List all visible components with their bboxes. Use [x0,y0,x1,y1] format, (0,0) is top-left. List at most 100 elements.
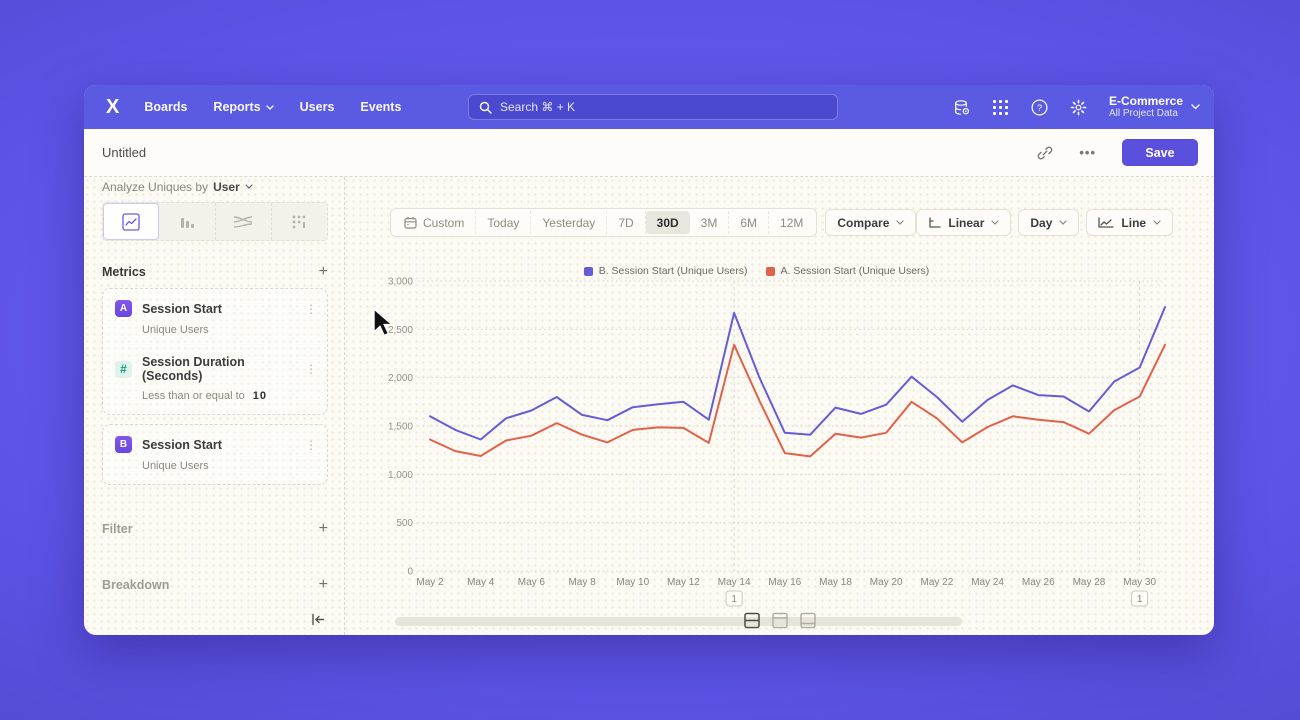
chart-panel: Custom Today Yesterday 7D 30D 3M 6M 12M … [345,177,1214,635]
range-30d[interactable]: 30D [646,211,690,234]
project-subtitle: All Project Data [1109,108,1183,120]
body: Analyze Uniques by User [84,177,1214,635]
kebab-menu-icon[interactable]: ⋮ [305,440,317,450]
collapse-sidebar-icon[interactable] [311,613,325,629]
gear-icon[interactable] [1070,98,1088,116]
metric-subtitle[interactable]: Unique Users [142,324,317,336]
compare-button[interactable]: Compare [825,209,916,236]
layout-bottom-icon[interactable] [799,612,816,629]
add-filter-button[interactable]: + [319,524,328,534]
nav-item-reports[interactable]: Reports [213,100,273,114]
tab-flow[interactable] [216,203,272,240]
chevron-down-icon [1059,220,1067,225]
range-12m[interactable]: 12M [769,211,814,234]
range-6m[interactable]: 6M [729,211,769,234]
svg-text:May 26: May 26 [1022,577,1055,588]
app-window: X Boards Reports Users Events Search ⌘ +… [84,85,1214,635]
metric-title[interactable]: Session Start [142,438,295,452]
svg-text:500: 500 [396,518,413,529]
calendar-icon [404,216,417,229]
add-breakdown-button[interactable]: + [319,580,328,590]
series-line[interactable] [430,345,1165,457]
svg-text:?: ? [1037,103,1042,114]
line-chart-icon [122,213,140,231]
metric-row-duration[interactable]: # Session Duration (Seconds) ⋮ Less than… [103,346,327,412]
svg-text:May 22: May 22 [920,577,953,588]
svg-text:2,000: 2,000 [388,373,413,384]
metric-icon [290,213,308,231]
series-line[interactable] [430,307,1165,439]
svg-text:May 8: May 8 [568,577,596,588]
svg-text:May 18: May 18 [819,577,852,588]
metric-card-group-b: B Session Start ⋮ Unique Users [102,424,328,485]
range-7d[interactable]: 7D [607,211,645,234]
top-navbar: X Boards Reports Users Events Search ⌘ +… [84,85,1214,129]
range-yesterday[interactable]: Yesterday [531,211,607,234]
analyze-uniques-row[interactable]: Analyze Uniques by User [102,179,328,194]
layout-split-icon[interactable] [743,612,760,629]
metric-title[interactable]: Session Start [142,302,295,316]
more-options-button[interactable]: ••• [1079,145,1096,160]
svg-text:May 2: May 2 [416,577,444,588]
metric-row-a[interactable]: A Session Start ⋮ Unique Users [103,291,327,346]
page-background: X Boards Reports Users Events Search ⌘ +… [0,0,1300,720]
analyze-value[interactable]: User [213,180,240,194]
search-placeholder: Search ⌘ + K [500,100,575,114]
range-custom[interactable]: Custom [393,211,476,234]
metric-row-b[interactable]: B Session Start ⋮ Unique Users [103,427,327,482]
svg-text:3,000: 3,000 [388,277,413,288]
number-filter-icon: # [115,361,132,378]
scale-dropdown[interactable]: Linear [916,209,1011,236]
nav-item-users[interactable]: Users [300,100,335,114]
chart-type-dropdown[interactable]: Line [1086,209,1173,236]
share-link-icon[interactable] [1037,145,1053,161]
filter-section: Filter + [102,522,328,536]
filter-label: Filter [102,522,133,536]
mixpanel-logo-icon[interactable]: X [106,96,118,119]
bar-chart-icon [178,213,196,231]
report-title[interactable]: Untitled [102,145,146,160]
range-today[interactable]: Today [476,211,531,234]
search-icon [479,101,492,114]
range-3m[interactable]: 3M [690,211,730,234]
kebab-menu-icon[interactable]: ⋮ [305,304,317,314]
svg-text:May 20: May 20 [870,577,903,588]
annotation-badge[interactable]: 1 [1132,591,1148,606]
flow-icon [233,214,253,230]
layout-top-icon[interactable] [771,612,788,629]
svg-text:May 24: May 24 [971,577,1004,588]
tab-line-chart[interactable] [103,203,159,240]
add-metric-button[interactable]: + [319,267,328,277]
project-selector[interactable]: E-Commerce All Project Data [1109,95,1200,120]
kebab-menu-icon[interactable]: ⋮ [305,364,317,374]
bottom-bar [345,611,1214,635]
metric-badge-b: B [115,436,132,453]
svg-text:May 4: May 4 [467,577,495,588]
metric-condition[interactable]: Less than or equal to10 [142,390,317,402]
annotation-badge[interactable]: 1 [726,591,742,606]
svg-text:May 30: May 30 [1123,577,1156,588]
horizontal-scrollbar[interactable] [395,617,962,626]
apps-grid-icon[interactable] [992,98,1010,116]
save-button[interactable]: Save [1122,139,1198,166]
metric-title[interactable]: Session Duration (Seconds) [142,355,295,383]
help-icon[interactable]: ? [1031,98,1049,116]
breakdown-label: Breakdown [102,578,169,592]
search-input[interactable]: Search ⌘ + K [468,94,838,120]
metrics-title: Metrics [102,265,146,279]
svg-text:May 16: May 16 [768,577,801,588]
chevron-down-icon [1153,220,1161,225]
tab-metric[interactable] [272,203,327,240]
metric-subtitle[interactable]: Unique Users [142,460,317,472]
line-chart[interactable]: 05001,0001,5002,0002,5003,00011May 2May … [385,272,1185,622]
report-header: Untitled ••• Save [84,129,1214,177]
chevron-down-icon [896,220,904,225]
nav-item-boards[interactable]: Boards [144,100,187,114]
tab-bar-chart[interactable] [159,203,215,240]
interval-dropdown[interactable]: Day [1018,209,1079,236]
query-sidebar: Analyze Uniques by User [84,177,345,635]
condition-value[interactable]: 10 [253,390,267,402]
line-type-icon [1098,217,1114,229]
nav-item-events[interactable]: Events [360,100,401,114]
database-icon[interactable] [953,98,971,116]
